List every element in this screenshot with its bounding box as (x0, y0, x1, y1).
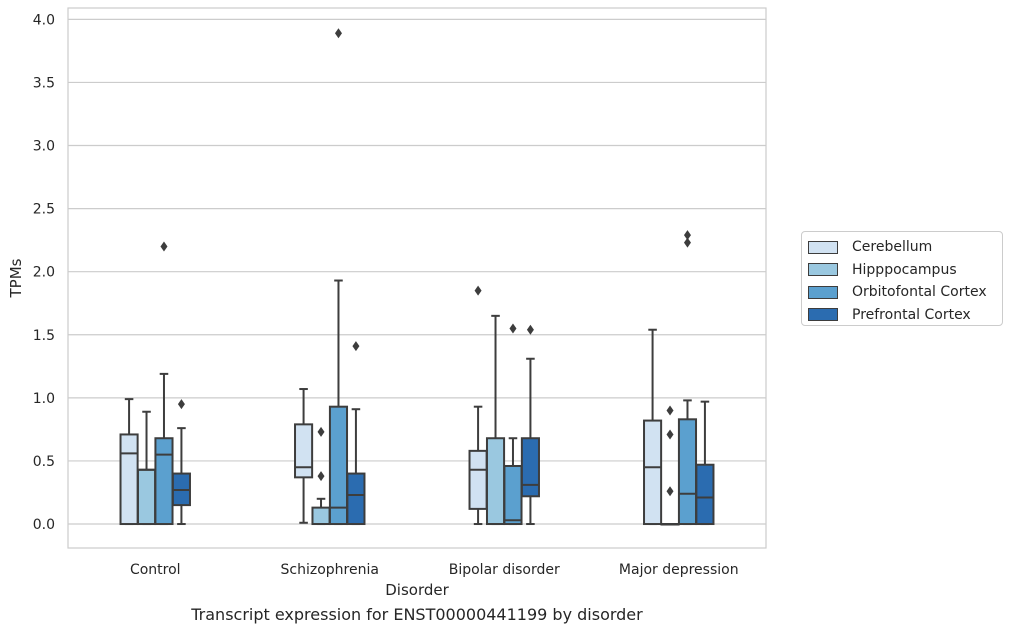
outlier-point (334, 28, 342, 39)
x-tick-label: Control (130, 562, 181, 578)
outlier-point (160, 241, 168, 252)
figure-caption: Transcript expression for ENST0000044119… (191, 605, 643, 624)
box (695, 463, 715, 526)
legend-swatch (808, 285, 838, 299)
gridlines (68, 18, 766, 525)
legend-swatch (808, 240, 838, 254)
outlier-point (177, 399, 185, 410)
y-tick-label: 2.5 (33, 202, 55, 218)
legend-item: Prefrontal Cortex (808, 304, 996, 327)
legend-label: Cerebellum (852, 239, 933, 256)
legend-label: Prefrontal Cortex (852, 306, 971, 323)
outlier-point (352, 341, 360, 352)
outlier-point (526, 324, 534, 335)
outlier-point (683, 237, 691, 248)
outlier-point (666, 405, 674, 416)
x-axis-title: Disorder (385, 581, 449, 599)
y-tick-label: 4.0 (33, 12, 55, 28)
y-tick-labels: 0.0 0.5 1.0 1.5 2.0 2.5 3.0 3.5 4.0 (33, 12, 55, 533)
x-tick-labels: Control Schizophrenia Bipolar disorder Majo… (130, 562, 739, 578)
box (643, 419, 663, 526)
legend: Cerebellum Hipppocampus Orbitofontal Corte… (801, 231, 1003, 326)
box (311, 506, 331, 526)
box (154, 437, 174, 526)
box (346, 472, 366, 526)
box (520, 437, 540, 498)
legend-item: Hipppocampus (808, 259, 996, 282)
y-tick-label: 3.5 (33, 75, 55, 91)
x-tick-label: Schizophrenia (281, 562, 379, 578)
outlier-point (683, 230, 691, 241)
outlier-point (666, 486, 674, 497)
legend-label: Orbitofontal Cortex (852, 284, 987, 301)
y-tick-label: 3.0 (33, 139, 55, 155)
y-tick-label: 1.5 (33, 328, 55, 344)
legend-swatch (808, 308, 838, 322)
x-tick-label: Bipolar disorder (449, 562, 560, 578)
legend-item: Cerebellum (808, 236, 996, 259)
box (468, 449, 488, 510)
outlier-point (509, 323, 517, 334)
box (503, 464, 523, 526)
y-tick-label: 2.0 (33, 265, 55, 281)
box (136, 468, 157, 526)
legend-item: Orbitofontal Cortex (808, 281, 996, 304)
y-tick-label: 0.5 (33, 454, 55, 470)
outlier-point (474, 285, 482, 296)
outlier-point (666, 429, 674, 440)
x-tick-label: Major depression (619, 562, 739, 578)
box (677, 418, 698, 526)
legend-swatch (808, 263, 838, 277)
y-tick-label: 0.0 (33, 517, 55, 533)
outlier-point (317, 426, 325, 437)
box (328, 405, 349, 526)
legend-label: Hipppocampus (852, 261, 957, 278)
outlier-point (317, 471, 325, 482)
y-axis-title: TPMs (7, 258, 25, 298)
box (294, 423, 314, 479)
box (485, 437, 506, 526)
box (119, 433, 139, 526)
plot-frame (67, 7, 767, 549)
y-tick-label: 1.0 (33, 391, 55, 407)
box-plot-area (119, 28, 715, 526)
